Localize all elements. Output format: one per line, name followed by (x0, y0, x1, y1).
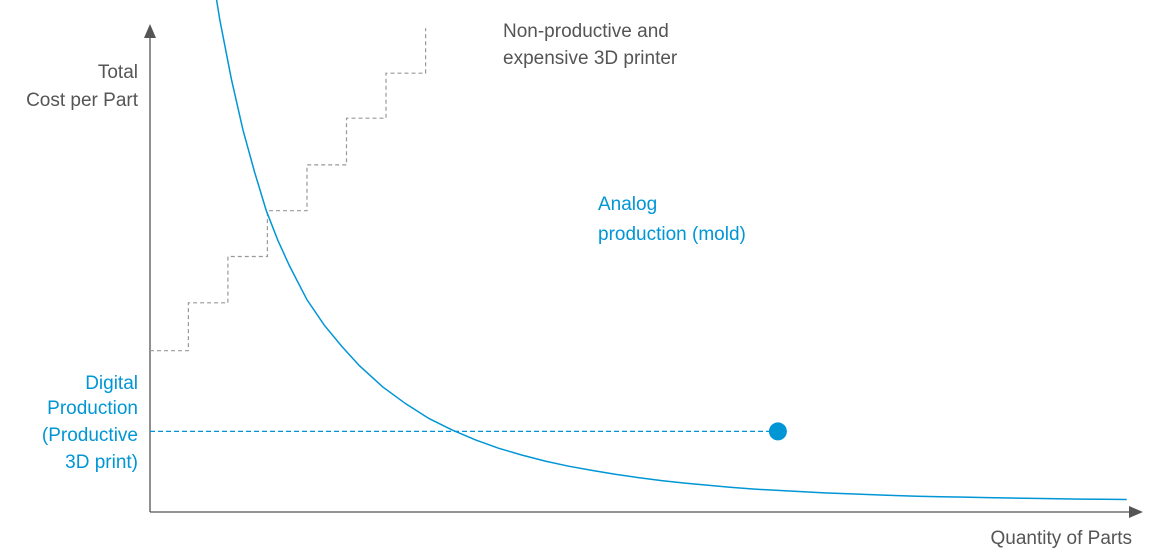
y-axis-arrow-icon (144, 24, 156, 38)
digital-label-line-2: Production (47, 398, 138, 419)
axes (144, 24, 1143, 518)
analog-label-line-2: production (mold) (598, 224, 746, 245)
y-axis-label-line-2: Cost per Part (26, 90, 139, 111)
printer-label-line-1: Non-productive and (503, 21, 669, 42)
y-axis-label-line-1: Total (98, 62, 138, 83)
digital-label-line-1: Digital (85, 373, 138, 394)
digital-label-line-4: 3D print) (65, 452, 138, 473)
plot-area (150, 0, 1127, 501)
printer-label-line-2: expensive 3D printer (503, 48, 678, 69)
digital-label-line-3: (Productive (42, 425, 138, 446)
analog-label-line-1: Analog (598, 194, 657, 215)
x-axis-arrow-icon (1129, 506, 1143, 518)
breakeven-point (768, 422, 787, 441)
series-non-productive-printer (150, 28, 427, 352)
x-axis-label: Quantity of Parts (990, 528, 1132, 549)
series-analog-production (215, 0, 1127, 501)
